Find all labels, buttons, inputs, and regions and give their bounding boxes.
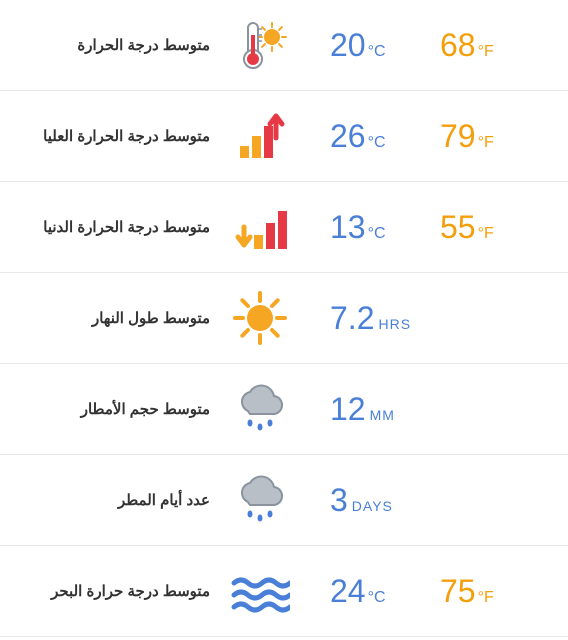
thermometer-sun-icon [210, 17, 310, 73]
value-unit: MM [370, 407, 395, 423]
row-label: متوسط درجة الحرارة [10, 36, 210, 54]
value-number: 13 [330, 209, 366, 246]
value-unit: °F [478, 225, 494, 243]
row-label: عدد أيام المطر [10, 491, 210, 509]
weather-row-1: متوسط درجة الحرارة العليا 26°C79°F [0, 91, 568, 182]
value-number: 55 [440, 209, 476, 246]
primary-value: 24°C [310, 573, 430, 610]
weather-row-2: متوسط درجة الحرارة الدنيا 13°C55°F [0, 182, 568, 273]
value-number: 20 [330, 27, 366, 64]
value-number: 3 [330, 482, 348, 519]
value-unit: °F [478, 589, 494, 607]
weather-row-5: عدد أيام المطر 3DAYS [0, 455, 568, 546]
row-label: متوسط درجة الحرارة الدنيا [10, 218, 210, 236]
primary-value: 7.2HRS [310, 300, 430, 337]
secondary-value: 55°F [430, 209, 530, 246]
value-number: 7.2 [330, 300, 374, 337]
row-label: متوسط درجة الحرارة العليا [10, 127, 210, 145]
value-unit: DAYS [352, 498, 393, 514]
value-number: 26 [330, 118, 366, 155]
weather-row-3: متوسط طول النهار 7.2HRS [0, 273, 568, 364]
value-number: 24 [330, 573, 366, 610]
value-unit: °C [368, 134, 386, 152]
bars-up-icon [210, 108, 310, 164]
weather-row-4: متوسط حجم الأمطار 12MM [0, 364, 568, 455]
weather-row-6: متوسط درجة حرارة البحر 24°C75°F [0, 546, 568, 637]
row-label: متوسط طول النهار [10, 309, 210, 327]
row-label: متوسط حجم الأمطار [10, 400, 210, 418]
secondary-value: 75°F [430, 573, 530, 610]
cloud-rain-icon [210, 379, 310, 439]
waves-icon [210, 567, 310, 615]
value-unit: °F [478, 134, 494, 152]
sun-icon [210, 288, 310, 348]
primary-value: 12MM [310, 391, 430, 428]
secondary-value: 68°F [430, 27, 530, 64]
value-unit: °C [368, 225, 386, 243]
cloud-rain-icon [210, 470, 310, 530]
value-unit: °F [478, 43, 494, 61]
weather-row-0: متوسط درجة الحرارة 20°C68°F [0, 0, 568, 91]
value-number: 75 [440, 573, 476, 610]
value-unit: °C [368, 43, 386, 61]
secondary-value: 79°F [430, 118, 530, 155]
value-number: 79 [440, 118, 476, 155]
primary-value: 26°C [310, 118, 430, 155]
value-number: 68 [440, 27, 476, 64]
value-number: 12 [330, 391, 366, 428]
primary-value: 3DAYS [310, 482, 430, 519]
value-unit: °C [368, 589, 386, 607]
value-unit: HRS [378, 316, 411, 332]
row-label: متوسط درجة حرارة البحر [10, 582, 210, 600]
primary-value: 13°C [310, 209, 430, 246]
primary-value: 20°C [310, 27, 430, 64]
bars-down-icon [210, 199, 310, 255]
